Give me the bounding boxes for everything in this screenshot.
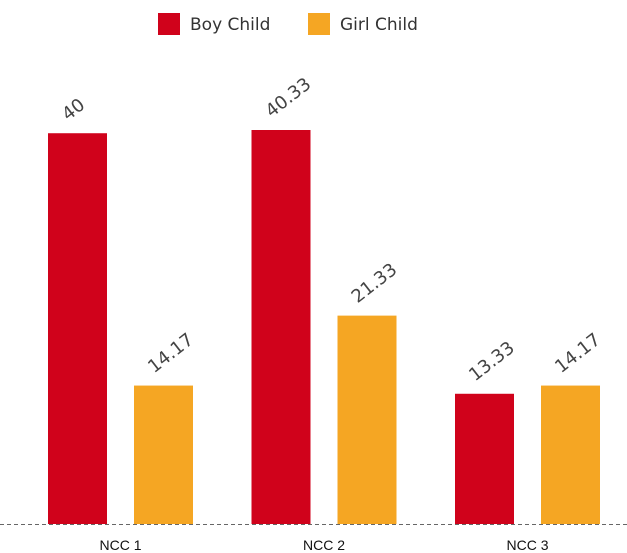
legend-label: Girl Child: [340, 15, 418, 35]
legend-swatch: [308, 13, 330, 35]
data-label: 21.33: [348, 259, 402, 307]
bar: [337, 315, 397, 524]
data-label: 14.17: [144, 329, 198, 377]
legend-label: Boy Child: [190, 15, 270, 35]
data-label: 40: [58, 95, 89, 126]
bar: [455, 393, 514, 524]
x-tick-label: NCC 1: [99, 537, 141, 553]
bar: [541, 385, 600, 524]
data-label: 13.33: [465, 337, 519, 385]
bar: [134, 385, 193, 524]
data-label: 14.17: [551, 329, 605, 377]
bar: [251, 130, 311, 524]
x-tick-label: NCC 3: [506, 537, 548, 553]
legend-swatch: [158, 13, 180, 35]
data-label: 40.33: [262, 74, 316, 122]
bar: [48, 133, 107, 524]
x-tick-label: NCC 2: [303, 537, 345, 553]
